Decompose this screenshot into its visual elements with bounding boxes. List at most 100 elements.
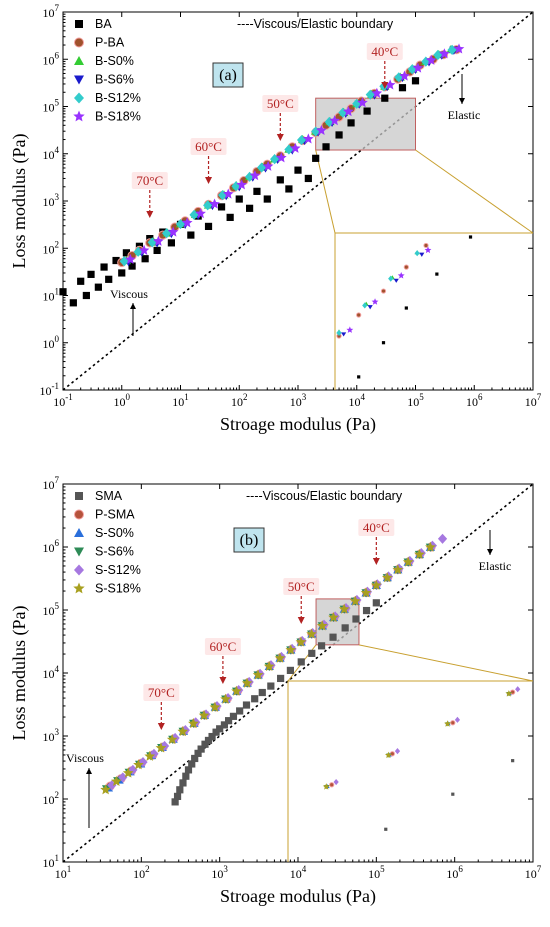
viscous-elastic-boundary-line bbox=[62, 483, 534, 863]
inset-points bbox=[336, 235, 473, 379]
data-point bbox=[194, 749, 202, 757]
legend-label: S-S0% bbox=[95, 526, 134, 540]
viscous-arrow-head bbox=[86, 768, 92, 774]
data-point bbox=[412, 62, 424, 73]
data-point bbox=[176, 786, 184, 794]
data-point bbox=[421, 56, 431, 67]
data-point bbox=[398, 84, 407, 92]
legend-marker bbox=[74, 37, 84, 48]
inset-data-point bbox=[356, 312, 362, 318]
inset-data-point bbox=[346, 326, 354, 333]
x-tick-label: 107 bbox=[525, 392, 542, 409]
legend-label: P-BA bbox=[95, 36, 125, 50]
data-point bbox=[328, 611, 339, 623]
data-point bbox=[329, 633, 337, 641]
data-point bbox=[363, 107, 371, 115]
inset-data-point bbox=[451, 792, 455, 796]
legend-boundary-label: ----Viscous/Elastic boundary bbox=[246, 489, 403, 503]
viscous-elastic-boundary-line bbox=[62, 11, 534, 391]
inset-frame bbox=[334, 232, 533, 390]
data-point bbox=[188, 717, 199, 729]
data-point bbox=[187, 231, 195, 239]
data-point bbox=[371, 87, 383, 98]
data-point bbox=[335, 131, 343, 139]
data-point bbox=[372, 599, 380, 607]
temperature-arrow-head bbox=[205, 177, 213, 184]
data-point bbox=[399, 70, 410, 81]
temperature-label: 40°C bbox=[363, 520, 390, 535]
data-point bbox=[276, 176, 284, 184]
data-point bbox=[209, 701, 221, 712]
temperature-label-bg bbox=[204, 638, 241, 655]
data-point bbox=[384, 79, 396, 90]
data-point bbox=[316, 620, 328, 631]
legend-label: S-S12% bbox=[95, 563, 141, 577]
data-point bbox=[392, 564, 404, 575]
temperature-arrow-head bbox=[276, 134, 284, 141]
data-point bbox=[216, 725, 224, 733]
data-point bbox=[111, 775, 122, 786]
legend-marker bbox=[74, 564, 84, 576]
temperature-label: 60°C bbox=[195, 139, 222, 154]
data-point bbox=[220, 721, 229, 729]
temperature-label-bg bbox=[190, 138, 227, 155]
viscous-arrow-head bbox=[130, 303, 136, 309]
y-tick-label: 103 bbox=[43, 192, 60, 209]
inset-data-point bbox=[357, 375, 361, 379]
data-point bbox=[112, 256, 120, 265]
zoom-connector-line bbox=[358, 644, 534, 682]
data-point bbox=[322, 143, 330, 151]
viscous-annotation: Viscous bbox=[66, 751, 104, 765]
data-point bbox=[204, 222, 213, 231]
data-point bbox=[295, 636, 307, 647]
inset-data-point bbox=[371, 298, 379, 305]
temperature-label: 40°C bbox=[371, 44, 398, 59]
data-point bbox=[349, 595, 361, 606]
elastic-annotation: Elastic bbox=[448, 108, 481, 122]
data-point bbox=[179, 779, 187, 787]
data-point bbox=[166, 734, 178, 745]
data-point bbox=[222, 188, 234, 199]
inset-data-point bbox=[505, 690, 513, 697]
data-point bbox=[453, 43, 465, 54]
data-point bbox=[329, 115, 340, 126]
x-tick-label: 102 bbox=[133, 864, 150, 881]
inset-data-point bbox=[403, 264, 409, 270]
data-point bbox=[274, 652, 286, 663]
data-point bbox=[317, 642, 326, 650]
legend-label: B-S12% bbox=[95, 91, 141, 105]
data-point bbox=[167, 239, 175, 247]
data-point bbox=[402, 556, 414, 567]
y-tick-label: 105 bbox=[43, 601, 60, 618]
inset-data-point bbox=[393, 278, 399, 283]
panel-label-box bbox=[212, 62, 244, 88]
data-point bbox=[100, 263, 108, 271]
inset-data-point bbox=[388, 275, 394, 282]
data-point bbox=[181, 217, 193, 228]
data-point bbox=[224, 717, 233, 725]
data-point bbox=[94, 283, 102, 291]
data-point bbox=[338, 603, 350, 614]
inset-data-point bbox=[336, 329, 342, 337]
legend-marker bbox=[74, 92, 84, 104]
data-point bbox=[128, 764, 138, 775]
inset-data-point bbox=[367, 305, 373, 310]
x-tick-label: 106 bbox=[466, 392, 483, 409]
data-point bbox=[285, 644, 297, 655]
inset-data-point bbox=[511, 759, 515, 763]
data-point bbox=[122, 249, 131, 257]
panel-label-box bbox=[233, 527, 265, 553]
inset-data-point bbox=[385, 751, 392, 759]
data-point bbox=[251, 695, 259, 703]
elastic-arrow-head bbox=[487, 549, 493, 555]
data-point bbox=[201, 740, 209, 748]
inset-data-point bbox=[362, 302, 368, 309]
data-point bbox=[425, 54, 437, 65]
data-point bbox=[357, 97, 368, 108]
series-sma bbox=[171, 599, 380, 806]
x-tick-label: 101 bbox=[172, 392, 189, 409]
x-tick-label: 107 bbox=[525, 864, 542, 881]
data-point bbox=[133, 759, 144, 770]
temperature-label: 50°C bbox=[267, 96, 294, 111]
